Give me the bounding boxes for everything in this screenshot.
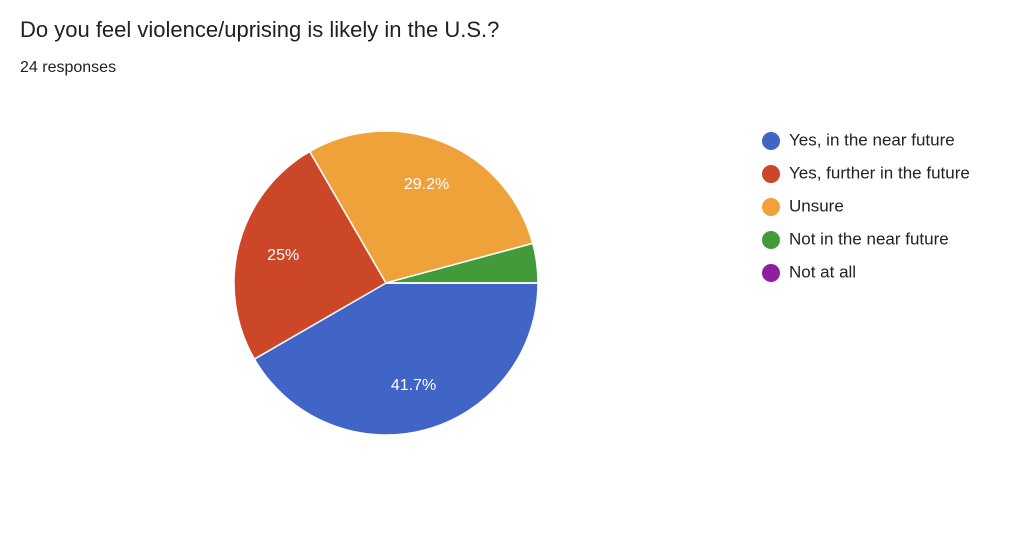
legend-swatch [762,132,780,150]
legend-swatch [762,264,780,282]
legend-label: Yes, in the near future [789,130,955,149]
pie-slice [253,282,539,436]
chart-title: Do you feel violence/uprising is likely … [20,17,499,42]
data-label: 29.2% [404,176,449,193]
legend-label: Not in the near future [789,229,949,248]
data-label: 25% [267,247,299,264]
legend-swatch [762,231,780,249]
legend-swatch [762,198,780,216]
data-label: 41.7% [391,377,436,394]
legend-label: Not at all [789,262,856,281]
pie-slice [308,130,534,284]
legend-label: Unsure [789,196,844,215]
pie-slice [233,150,388,361]
legend-swatch [762,165,780,183]
chart-subtitle: 24 responses [20,59,116,76]
legend-label: Yes, further in the future [789,163,970,182]
